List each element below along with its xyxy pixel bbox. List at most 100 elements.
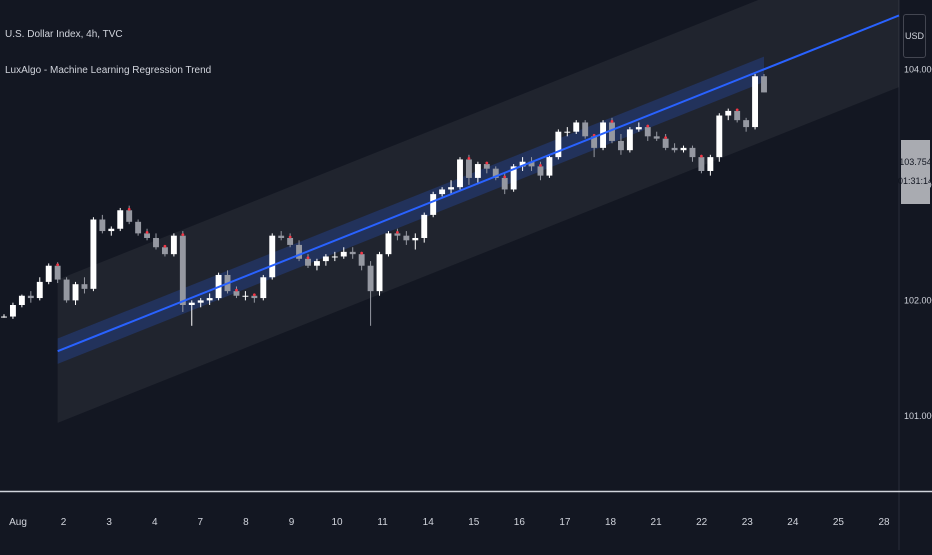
signal-dot (163, 244, 167, 248)
candle-body (555, 131, 562, 158)
candle-body (63, 279, 70, 301)
candle (340, 247, 347, 259)
y-tick-label: 101.000 (904, 411, 932, 421)
candle-body (144, 233, 151, 238)
candle-body (117, 210, 124, 229)
candle-body (331, 256, 338, 258)
candle-body (689, 147, 696, 158)
candle (322, 254, 329, 266)
candle (161, 244, 168, 257)
symbol-title[interactable]: U.S. Dollar Index, 4h, TVC (5, 29, 123, 40)
candle-body (313, 261, 320, 266)
x-tick-label: 2 (61, 517, 67, 528)
candle-body (474, 164, 481, 178)
signal-dot (664, 136, 668, 140)
candle (626, 127, 633, 153)
candle-body (725, 110, 732, 116)
candle-body (582, 122, 589, 137)
candle-body (305, 258, 311, 266)
candle (439, 187, 446, 197)
candle (126, 205, 133, 225)
candle (680, 145, 687, 153)
signal-dot (252, 293, 256, 297)
candle-body (340, 251, 347, 257)
candle-body (260, 277, 267, 299)
candle (117, 207, 124, 232)
candle (653, 131, 660, 141)
candle (725, 108, 732, 121)
candle (135, 219, 142, 236)
candle-body (707, 157, 714, 171)
candle-body (161, 247, 168, 255)
candle (734, 108, 741, 123)
indicator-title[interactable]: LuxAlgo - Machine Learning Regression Tr… (5, 65, 212, 76)
candle-body (573, 122, 580, 132)
signal-dot (288, 235, 292, 239)
candle-body (430, 194, 437, 215)
candle (644, 124, 651, 141)
candle-body (385, 233, 392, 255)
candle-body (716, 115, 723, 158)
candle (90, 217, 97, 292)
candle-body (81, 284, 88, 289)
candle-body (671, 147, 678, 151)
candle-body (358, 254, 365, 266)
candle-body (206, 298, 213, 301)
candle-body (36, 281, 43, 299)
x-tick-label: 17 (559, 517, 571, 528)
candle-body (421, 214, 428, 238)
candle (99, 214, 106, 234)
candle-body (617, 140, 624, 151)
candle (206, 293, 213, 305)
candle (36, 277, 43, 301)
signal-dot (56, 263, 60, 267)
candle-body (662, 138, 669, 148)
candle (197, 298, 204, 308)
candle (251, 293, 258, 303)
candle (635, 122, 642, 132)
candle-body (179, 235, 186, 305)
candle (1, 314, 7, 318)
candle (555, 129, 562, 160)
last-price-tag: 103.754 01:31:14 (897, 140, 932, 204)
currency-button[interactable]: USD (903, 14, 926, 58)
candle (63, 277, 70, 303)
candle (430, 191, 437, 218)
candle-body (135, 221, 142, 234)
signal-dot (503, 175, 507, 179)
candle (483, 161, 490, 174)
candle (27, 291, 34, 303)
candle-body (188, 302, 195, 305)
candle (716, 113, 723, 162)
x-tick-label: 18 (605, 517, 617, 528)
candle (457, 157, 463, 190)
trend-line (57, 14, 900, 353)
candle-body (394, 233, 401, 236)
candle (54, 262, 61, 284)
candle (501, 173, 508, 195)
candle-body (653, 136, 660, 139)
candle-body (743, 120, 750, 128)
candle (9, 302, 16, 319)
candle (108, 226, 115, 236)
x-tick-label: 14 (423, 517, 435, 528)
candle-body (537, 166, 544, 176)
bar-countdown-label: 01:31:14 (897, 176, 932, 186)
candle (546, 154, 553, 178)
x-tick-label: 9 (289, 517, 295, 528)
candle (421, 212, 428, 243)
signal-dot (467, 157, 471, 160)
candle-body (90, 219, 97, 289)
candle-body (403, 235, 410, 241)
x-tick-label: 24 (787, 517, 799, 528)
candle (394, 228, 401, 241)
x-tick-label: 23 (742, 517, 754, 528)
candle (45, 263, 52, 285)
candle (600, 120, 607, 151)
candle-body (564, 131, 571, 133)
candle (743, 117, 750, 132)
candle (153, 233, 159, 250)
candle-body (278, 235, 285, 238)
